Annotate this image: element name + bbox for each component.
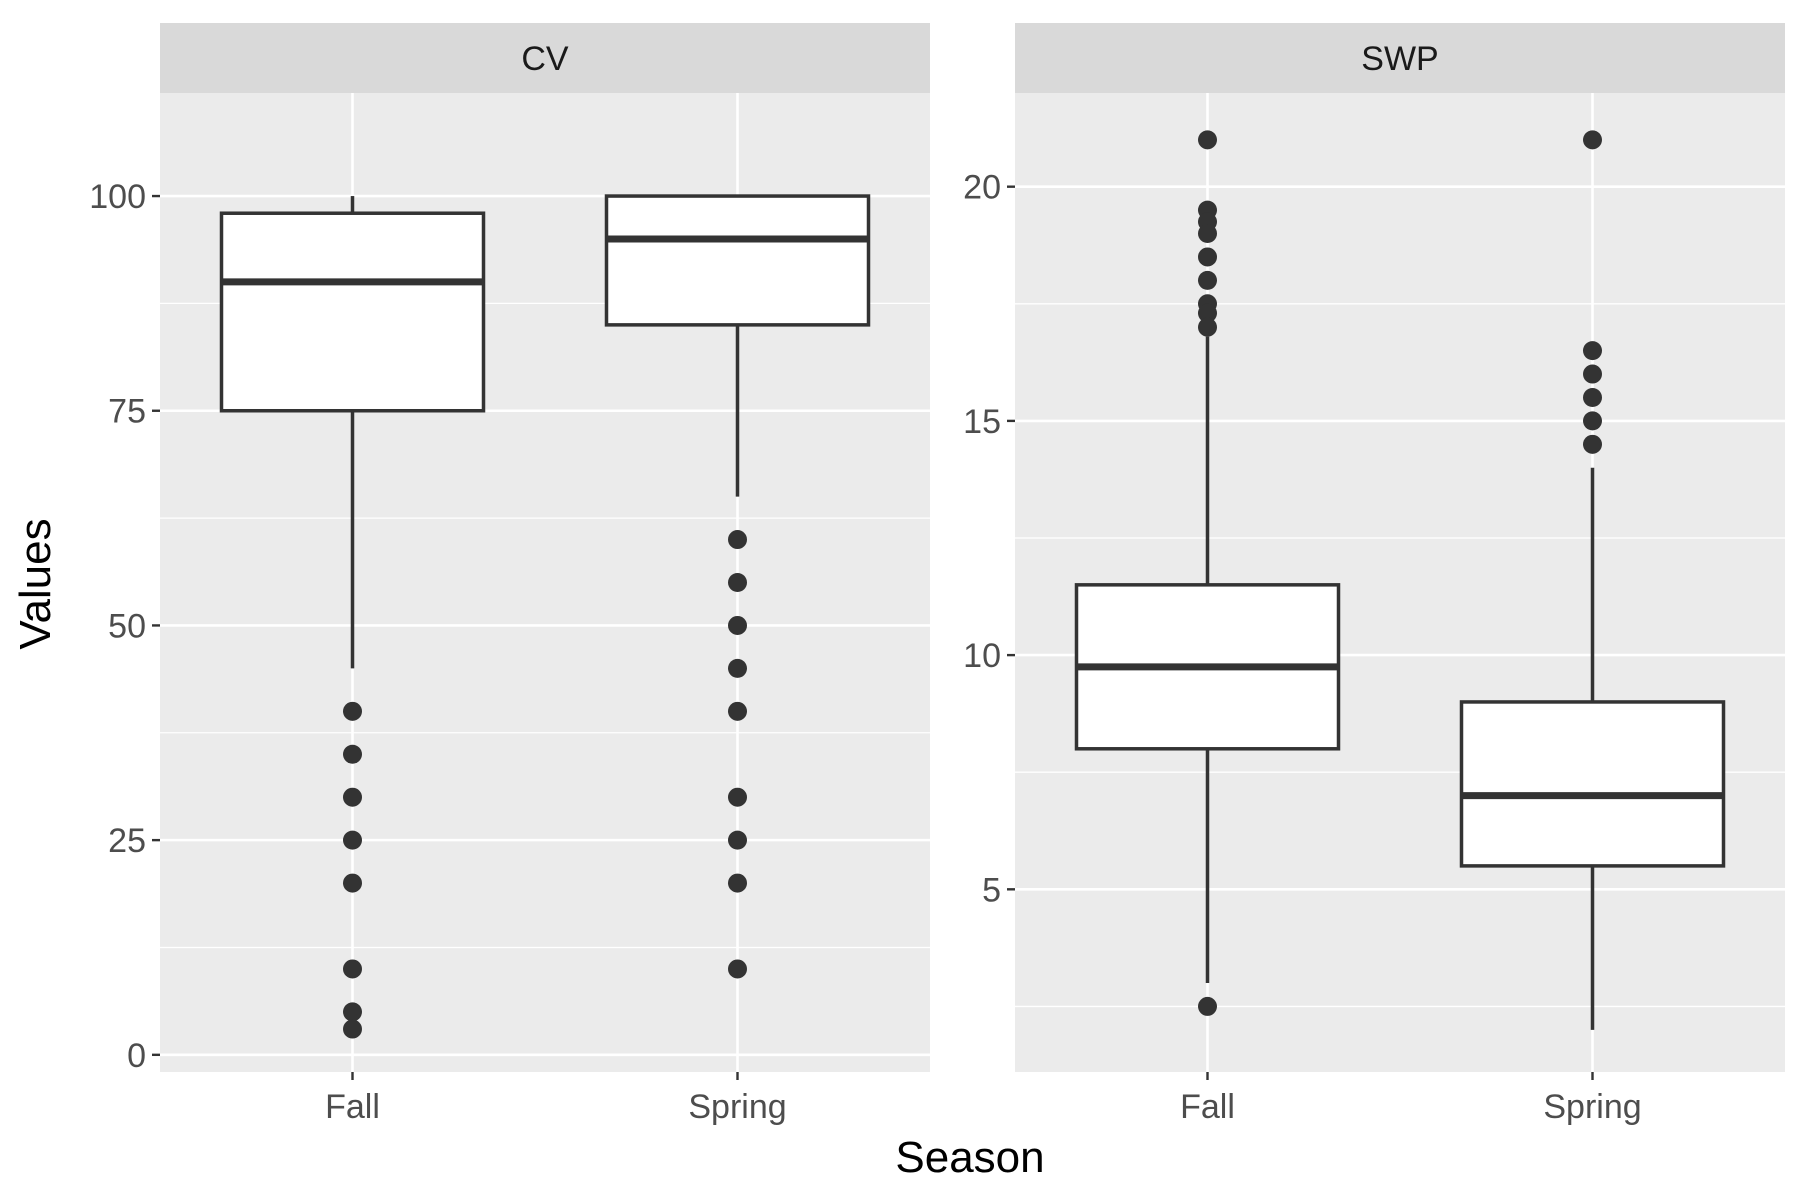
outlier-point xyxy=(343,744,362,764)
y-tick-label: 75 xyxy=(108,393,146,431)
outlier-point xyxy=(343,873,362,893)
box-iqr xyxy=(604,194,871,327)
y-axis-title: Values xyxy=(11,518,60,649)
y-tick-label: 20 xyxy=(963,169,1001,207)
outlier-point xyxy=(728,959,747,979)
outlier-point xyxy=(1583,434,1602,454)
facet-strip xyxy=(160,23,930,93)
outlier-point xyxy=(1583,364,1602,384)
outlier-point xyxy=(1583,341,1602,361)
x-tick-label: Spring xyxy=(1543,1088,1641,1126)
outlier-point xyxy=(1198,317,1217,337)
outlier-point xyxy=(728,701,747,721)
y-tick-label: 25 xyxy=(108,822,146,860)
boxplot-swp-fall xyxy=(1074,130,1341,1016)
outlier-point xyxy=(1583,130,1602,150)
box-iqr xyxy=(1459,700,1726,868)
outlier-point xyxy=(1198,224,1217,244)
y-tick-label: 0 xyxy=(127,1037,146,1075)
x-axis-title: Season xyxy=(895,1133,1044,1182)
x-tick-label: Fall xyxy=(325,1088,380,1126)
facet-label: SWP xyxy=(1361,40,1438,78)
outlier-point xyxy=(728,530,747,550)
outlier-point xyxy=(343,787,362,807)
boxplot-swp-spring xyxy=(1459,130,1726,1030)
outlier-point xyxy=(1198,130,1217,150)
outlier-point xyxy=(728,615,747,635)
y-tick-label: 100 xyxy=(89,178,146,216)
outlier-point xyxy=(343,701,362,721)
y-tick-label: 50 xyxy=(108,607,146,645)
outlier-point xyxy=(1198,247,1217,267)
panel-background xyxy=(1015,93,1785,1072)
boxplot-cv-spring xyxy=(604,194,871,979)
outlier-point xyxy=(343,830,362,850)
x-tick-label: Spring xyxy=(688,1088,786,1126)
outlier-point xyxy=(728,658,747,678)
x-tick-label: Fall xyxy=(1180,1088,1235,1126)
outlier-point xyxy=(1583,411,1602,431)
outlier-point xyxy=(1198,270,1217,290)
outlier-point xyxy=(728,830,747,850)
outlier-point xyxy=(728,873,747,893)
outlier-point xyxy=(728,787,747,807)
outlier-point xyxy=(343,959,362,979)
boxplot-cv-fall xyxy=(219,196,486,1039)
outlier-point xyxy=(343,1019,362,1039)
facet-label: CV xyxy=(521,40,569,78)
outlier-point xyxy=(1583,387,1602,407)
outlier-point xyxy=(343,1002,362,1022)
box-iqr xyxy=(219,211,486,413)
y-tick-label: 15 xyxy=(963,403,1001,441)
y-tick-label: 5 xyxy=(982,871,1001,909)
outlier-point xyxy=(1198,996,1217,1016)
y-tick-label: 10 xyxy=(963,637,1001,675)
outlier-point xyxy=(728,573,747,592)
facet-strip xyxy=(1015,23,1785,93)
outlier-point xyxy=(1198,303,1217,323)
